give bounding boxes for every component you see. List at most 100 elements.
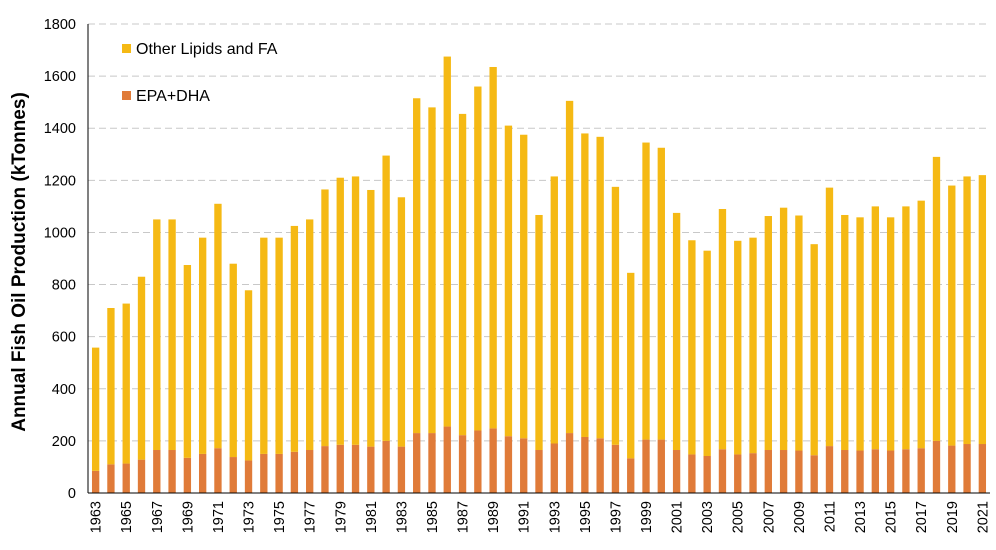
bar-epa-dha: [382, 440, 390, 493]
bar-other-lipids: [458, 113, 467, 436]
bar-other-lipids: [244, 290, 253, 461]
bar-other-lipids: [917, 200, 925, 449]
y-tick-label: 800: [52, 278, 76, 294]
bar-other-lipids: [734, 240, 742, 455]
x-tick-label: 1993: [547, 501, 563, 533]
bar-other-lipids: [596, 136, 604, 439]
bar-other-lipids: [351, 176, 360, 445]
bar-other-lipids: [535, 214, 543, 451]
bar-epa-dha: [290, 451, 299, 493]
x-tick-label: 1997: [608, 501, 624, 533]
bar-other-lipids: [306, 219, 314, 451]
bar-epa-dha: [948, 445, 956, 493]
bar-epa-dha: [611, 444, 620, 493]
bar-other-lipids: [520, 134, 528, 439]
bar-epa-dha: [306, 450, 314, 493]
bar-other-lipids: [229, 263, 237, 458]
x-tick-label: 2013: [853, 501, 869, 533]
legend-label-epa-dha: EPA+DHA: [136, 88, 210, 105]
x-tick-label: 1989: [486, 501, 502, 533]
x-tick-label: 2007: [761, 501, 777, 533]
bar-other-lipids: [367, 189, 375, 447]
bar-other-lipids: [841, 214, 849, 451]
bar-other-lipids: [275, 237, 283, 454]
x-tick-label: 2011: [822, 501, 838, 532]
bar-other-lipids: [321, 189, 329, 447]
bar-other-lipids: [214, 203, 222, 449]
x-tick-label: 1973: [242, 501, 258, 533]
y-tick-label: 0: [68, 486, 76, 502]
bar-epa-dha: [550, 443, 558, 493]
bar-epa-dha: [183, 457, 192, 493]
bar-other-lipids: [779, 207, 788, 451]
x-tick-label: 2017: [914, 501, 930, 533]
bar-epa-dha: [596, 438, 604, 493]
x-tick-label: 1983: [394, 501, 410, 533]
bar-other-lipids: [978, 175, 987, 445]
bar-epa-dha: [122, 463, 130, 493]
x-tick-label: 1985: [425, 501, 441, 533]
bar-epa-dha: [244, 460, 253, 493]
bar-other-lipids: [183, 265, 192, 458]
bar-epa-dha: [229, 457, 237, 493]
legend-label-other-lipids: Other Lipids and FA: [136, 41, 278, 58]
bar-epa-dha: [275, 453, 283, 493]
x-tick-labels: 1963 1965 1967 1969 1971 1973 1975 1977 1979 1981…: [89, 501, 992, 533]
x-tick-label: 1981: [364, 501, 380, 533]
bar-epa-dha: [214, 448, 222, 493]
y-tick-label: 400: [52, 382, 76, 398]
bar-epa-dha: [886, 450, 895, 493]
bar-epa-dha: [657, 439, 665, 493]
x-tick-label: 2005: [731, 501, 747, 533]
bar-epa-dha: [825, 446, 834, 493]
x-tick-label: 1977: [303, 501, 319, 533]
bar-epa-dha: [902, 449, 910, 493]
y-axis-label: Annual Fish Oil Production (kTonnes): [9, 92, 30, 432]
bar-epa-dha: [153, 450, 161, 493]
bar-epa-dha: [749, 453, 757, 493]
bar-other-lipids: [397, 197, 406, 447]
bar-epa-dha: [474, 430, 482, 493]
y-tick-label: 600: [52, 330, 76, 346]
bar-other-lipids: [137, 276, 146, 460]
bar-other-lipids: [886, 217, 895, 451]
x-tick-label: 1969: [180, 501, 196, 533]
bar-epa-dha: [810, 455, 818, 493]
bar-other-lipids: [122, 303, 130, 464]
x-tick-label: 2015: [884, 501, 900, 533]
bar-other-lipids: [260, 237, 268, 454]
bar-other-lipids: [963, 176, 971, 445]
x-tick-label: 2021: [975, 501, 991, 533]
bar-epa-dha: [107, 464, 115, 493]
bar-epa-dha: [367, 446, 375, 493]
bar-other-lipids: [581, 133, 589, 437]
bar-epa-dha: [627, 458, 635, 493]
bar-epa-dha: [856, 450, 864, 493]
x-tick-label: 1991: [517, 501, 533, 533]
bar-other-lipids: [504, 125, 513, 437]
y-tick-label: 1800: [44, 17, 76, 33]
x-tick-label: 1979: [333, 501, 349, 533]
bar-other-lipids: [825, 187, 834, 447]
bar-epa-dha: [351, 444, 360, 493]
bar-epa-dha: [871, 449, 880, 493]
bar-other-lipids: [413, 98, 421, 434]
bar-epa-dha: [779, 450, 788, 493]
bar-other-lipids: [91, 347, 100, 471]
bar-epa-dha: [978, 444, 987, 493]
bar-epa-dha: [795, 450, 803, 493]
bar-epa-dha: [198, 453, 207, 493]
legend-swatch-other-lipids: [122, 44, 131, 53]
bar-epa-dha: [336, 444, 344, 493]
x-tick-label: 1975: [272, 501, 288, 533]
bar-epa-dha: [260, 453, 268, 493]
bar-epa-dha: [458, 435, 467, 493]
bar-epa-dha: [581, 436, 589, 493]
bar-epa-dha: [718, 449, 727, 493]
bar-other-lipids: [474, 86, 482, 431]
bar-other-lipids: [795, 215, 803, 451]
bar-other-lipids: [611, 186, 620, 445]
bar-epa-dha: [443, 426, 451, 493]
bar-other-lipids: [856, 217, 864, 451]
bar-other-lipids: [810, 244, 818, 456]
